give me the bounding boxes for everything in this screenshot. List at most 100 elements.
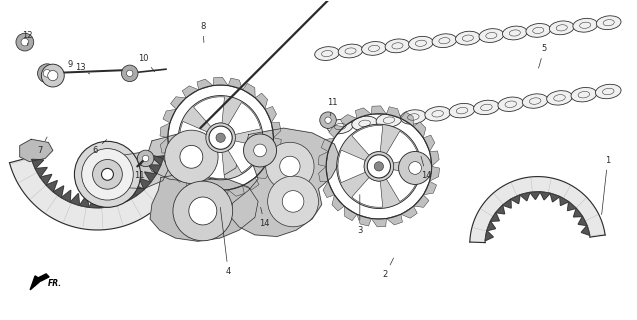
Polygon shape — [423, 135, 435, 152]
Polygon shape — [265, 107, 276, 123]
Circle shape — [280, 156, 300, 177]
Polygon shape — [133, 184, 144, 196]
Polygon shape — [228, 141, 261, 173]
Ellipse shape — [408, 36, 433, 50]
Polygon shape — [387, 107, 401, 118]
Text: 1: 1 — [602, 156, 610, 215]
Polygon shape — [341, 115, 357, 127]
Polygon shape — [387, 214, 403, 225]
Polygon shape — [387, 131, 419, 163]
Polygon shape — [413, 195, 429, 207]
Polygon shape — [352, 177, 383, 207]
Polygon shape — [582, 226, 590, 235]
Circle shape — [325, 117, 331, 123]
Polygon shape — [229, 128, 341, 236]
Circle shape — [282, 191, 304, 212]
Circle shape — [82, 148, 133, 200]
Text: 11: 11 — [134, 163, 145, 180]
Polygon shape — [109, 195, 118, 207]
Ellipse shape — [571, 87, 597, 102]
Polygon shape — [54, 186, 64, 198]
Ellipse shape — [315, 47, 340, 60]
Circle shape — [101, 168, 113, 180]
Circle shape — [21, 38, 29, 46]
Polygon shape — [352, 125, 383, 155]
Polygon shape — [161, 138, 170, 153]
Ellipse shape — [352, 116, 377, 131]
Polygon shape — [152, 156, 164, 165]
Polygon shape — [401, 112, 413, 127]
Circle shape — [41, 64, 64, 87]
Polygon shape — [150, 173, 258, 241]
Ellipse shape — [479, 29, 504, 43]
Polygon shape — [80, 196, 89, 207]
Polygon shape — [174, 166, 186, 182]
Ellipse shape — [327, 119, 353, 134]
Polygon shape — [228, 78, 243, 90]
Polygon shape — [46, 180, 57, 192]
Text: 7: 7 — [38, 137, 47, 155]
Circle shape — [143, 155, 149, 162]
Circle shape — [399, 151, 432, 184]
Text: 4: 4 — [220, 207, 231, 276]
Polygon shape — [145, 172, 157, 182]
Ellipse shape — [455, 31, 480, 45]
Circle shape — [206, 123, 236, 152]
Polygon shape — [32, 159, 44, 169]
Polygon shape — [30, 274, 49, 290]
Polygon shape — [35, 167, 47, 177]
Circle shape — [216, 133, 225, 142]
Circle shape — [178, 96, 263, 180]
Text: 13: 13 — [75, 63, 90, 74]
Polygon shape — [194, 149, 224, 179]
Circle shape — [364, 152, 394, 181]
Polygon shape — [323, 181, 334, 198]
Polygon shape — [496, 205, 505, 214]
Polygon shape — [182, 86, 199, 98]
Polygon shape — [550, 193, 560, 202]
Ellipse shape — [549, 21, 574, 35]
Polygon shape — [199, 186, 213, 197]
Polygon shape — [228, 102, 261, 134]
Polygon shape — [371, 219, 387, 227]
Polygon shape — [186, 178, 199, 192]
Ellipse shape — [547, 91, 572, 105]
Ellipse shape — [385, 39, 410, 53]
Text: 2: 2 — [383, 258, 394, 279]
Polygon shape — [355, 108, 371, 118]
Text: 14: 14 — [259, 207, 269, 228]
Circle shape — [16, 33, 34, 51]
Polygon shape — [40, 174, 52, 185]
Polygon shape — [511, 195, 520, 204]
Ellipse shape — [522, 94, 548, 108]
Circle shape — [209, 126, 233, 149]
Polygon shape — [228, 186, 244, 196]
Polygon shape — [423, 181, 436, 195]
Polygon shape — [338, 150, 366, 183]
Polygon shape — [540, 192, 550, 200]
Polygon shape — [332, 195, 345, 211]
Text: 11: 11 — [327, 98, 338, 116]
Polygon shape — [357, 214, 371, 226]
Ellipse shape — [498, 97, 524, 111]
Circle shape — [138, 150, 154, 167]
Polygon shape — [146, 133, 239, 182]
Polygon shape — [10, 154, 186, 230]
Ellipse shape — [338, 44, 363, 58]
Text: 5: 5 — [538, 44, 547, 68]
Polygon shape — [413, 122, 426, 138]
Polygon shape — [171, 97, 186, 109]
Ellipse shape — [401, 110, 426, 124]
Polygon shape — [520, 192, 530, 201]
Polygon shape — [163, 109, 176, 123]
Polygon shape — [149, 165, 161, 174]
Polygon shape — [371, 106, 387, 114]
Circle shape — [165, 130, 218, 183]
Polygon shape — [70, 194, 80, 205]
Polygon shape — [329, 125, 345, 138]
Polygon shape — [213, 77, 228, 85]
Text: 10: 10 — [138, 53, 155, 72]
Polygon shape — [255, 93, 268, 109]
Polygon shape — [560, 196, 569, 205]
Circle shape — [92, 159, 122, 189]
